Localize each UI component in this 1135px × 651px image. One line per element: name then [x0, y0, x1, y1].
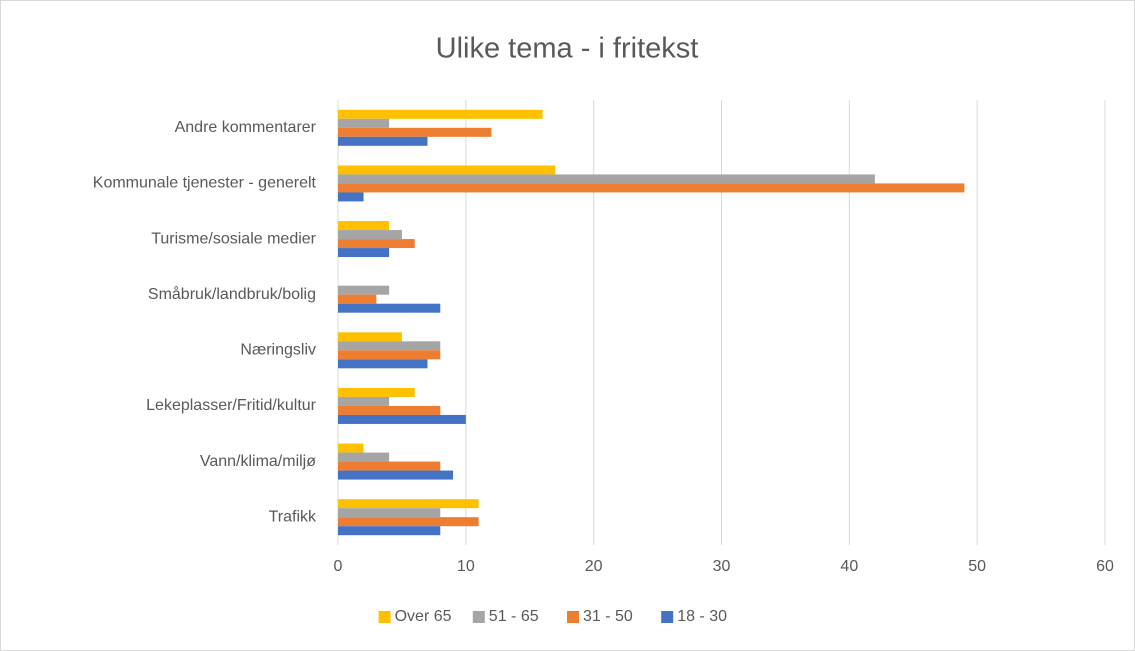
bar	[338, 174, 875, 184]
legend-label: 31 - 50	[583, 608, 633, 625]
bar	[338, 294, 377, 304]
y-tick-label: Vann/klima/miljø	[200, 453, 316, 470]
bar	[338, 405, 441, 415]
y-tick-label: Andre kommentarer	[175, 119, 317, 136]
chart-title: Ulike tema - i fritekst	[436, 33, 699, 65]
bar	[338, 517, 479, 527]
y-tick-label: Kommunale tjenester - generelt	[93, 175, 317, 192]
legend-label: Over 65	[395, 608, 452, 625]
bar	[338, 359, 428, 369]
bar	[338, 127, 492, 137]
bar	[338, 443, 364, 453]
bar	[338, 526, 441, 536]
bar	[338, 303, 441, 313]
bar	[338, 396, 390, 406]
bar	[338, 452, 390, 462]
y-tick-label: Lekeplasser/Fritid/kultur	[146, 397, 317, 414]
x-tick-label: 60	[1096, 558, 1114, 575]
bar	[338, 350, 441, 360]
bar	[338, 230, 402, 240]
x-tick-label: 10	[457, 558, 475, 575]
bar	[338, 285, 390, 295]
x-tick-label: 50	[968, 558, 986, 575]
bar	[338, 508, 441, 518]
bar	[338, 470, 454, 480]
bar	[338, 118, 390, 128]
x-tick-label: 0	[334, 558, 343, 575]
x-tick-label: 20	[585, 558, 603, 575]
bar	[338, 387, 415, 397]
y-tick-label: Småbruk/landbruk/bolig	[148, 285, 316, 303]
legend-label: 18 - 30	[677, 608, 727, 625]
bar	[338, 221, 390, 231]
bar	[338, 165, 556, 175]
bar	[338, 414, 466, 424]
legend-label: 51 - 65	[489, 608, 539, 625]
y-tick-label: Trafikk	[269, 508, 317, 525]
bar	[338, 248, 390, 258]
x-tick-label: 40	[840, 558, 858, 575]
legend-swatch	[378, 611, 391, 623]
bar	[338, 239, 415, 249]
legend-swatch	[661, 611, 674, 623]
legend-swatch	[567, 611, 579, 623]
bar	[338, 192, 364, 202]
bar	[338, 499, 479, 509]
bar	[338, 341, 441, 351]
bar	[338, 332, 402, 342]
bar	[338, 109, 543, 119]
bar	[338, 183, 965, 193]
y-tick-label: Turisme/sosiale medier	[151, 230, 316, 247]
bar	[338, 461, 441, 471]
y-tick-label: Næringsliv	[240, 342, 316, 359]
legend-swatch	[472, 611, 485, 623]
bar	[338, 136, 428, 146]
x-tick-label: 30	[713, 558, 731, 575]
